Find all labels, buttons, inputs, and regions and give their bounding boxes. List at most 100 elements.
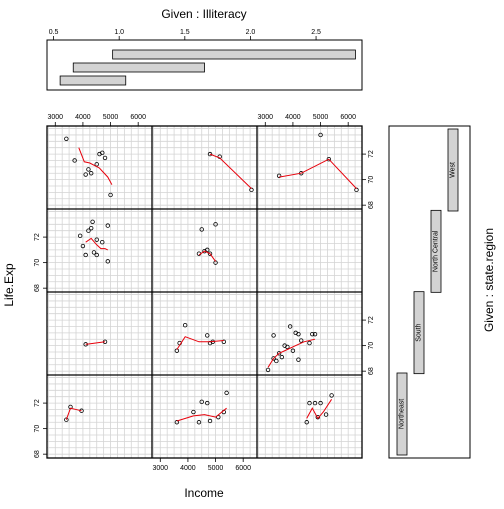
panel-2-1 — [265, 324, 318, 373]
given-illiteracy-panel: 0.5 1.0 1.5 2.0 2.5 — [46, 29, 363, 91]
data-point — [296, 357, 301, 362]
data-point — [86, 228, 91, 233]
data-point — [72, 158, 77, 163]
given-region-label: Given : state.region — [482, 228, 496, 332]
data-point — [323, 412, 329, 417]
data-layer — [64, 132, 359, 425]
y-tick-label: 70 — [368, 342, 375, 350]
y-tick-label: 68 — [368, 367, 375, 375]
data-point — [296, 331, 301, 337]
data-point — [326, 156, 332, 162]
data-point — [274, 358, 279, 364]
smoother-line — [198, 250, 217, 262]
panel-1-3 — [207, 151, 254, 193]
data-point — [86, 167, 91, 172]
grid-layer — [47, 126, 362, 458]
region-bar-label: Northeast — [399, 399, 406, 429]
illiteracy-interval-bar — [72, 62, 205, 73]
y-axis-label: Life.Exp — [2, 263, 16, 307]
x-tick-label: 6000 — [130, 114, 146, 121]
region-bar-3: West — [447, 128, 459, 212]
y-tick-label: 68 — [368, 201, 375, 209]
data-point — [89, 225, 94, 231]
data-point — [199, 399, 204, 405]
smoother-line — [78, 147, 113, 185]
data-point — [196, 420, 202, 425]
smoother-line — [85, 341, 106, 345]
region-bar-label: West — [450, 162, 457, 178]
data-point — [100, 150, 105, 156]
smoother-line — [209, 153, 252, 189]
given-illiteracy-label: Given : Illiteracy — [161, 7, 246, 21]
panel-2-3 — [276, 132, 359, 193]
region-bar — [396, 372, 408, 456]
data-point — [105, 259, 110, 264]
data-point — [199, 227, 204, 232]
y-tick-label: 72 — [34, 399, 41, 407]
data-point — [290, 348, 296, 353]
x-tick-label: 4000 — [75, 114, 91, 121]
smoother-line — [176, 407, 227, 422]
x-tick-label: 3000 — [153, 465, 169, 472]
data-point — [64, 417, 69, 422]
smoother-line — [85, 237, 109, 251]
data-point — [207, 418, 213, 424]
data-point — [271, 333, 276, 338]
panel-1-1 — [174, 323, 227, 353]
axis-layer: 3000 4000 5000 6000 3000 4000 5000 6000 3000 4000… — [34, 114, 375, 472]
x-tick-label: 5000 — [208, 465, 224, 472]
data-point — [91, 250, 97, 255]
y-tick-label: 70 — [368, 176, 375, 184]
data-point — [80, 243, 86, 249]
x-tick-label: 4000 — [180, 465, 196, 472]
data-point — [310, 331, 315, 337]
y-tick-label: 70 — [34, 425, 41, 433]
data-point — [271, 356, 276, 361]
region-bar-label: South — [416, 323, 423, 341]
smoother-line — [306, 399, 333, 420]
data-point — [105, 223, 110, 228]
data-point — [318, 400, 323, 406]
region-bar-1: South — [413, 291, 425, 375]
panel-0-3 — [64, 136, 113, 198]
x-axis-label: Income — [184, 486, 224, 500]
data-point — [213, 222, 218, 227]
x-tick-label: 4000 — [285, 114, 301, 121]
data-point — [307, 340, 312, 346]
y-tick-label: 72 — [368, 316, 375, 324]
region-bar — [447, 128, 459, 212]
data-point — [83, 172, 88, 177]
illiteracy-interval-bar — [59, 75, 127, 86]
data-point — [312, 331, 318, 337]
data-point — [182, 323, 188, 328]
illiteracy-tick-label: 1.0 — [114, 29, 124, 36]
data-point — [312, 400, 318, 406]
x-tick-label: 5000 — [313, 114, 329, 121]
data-point — [89, 171, 94, 176]
x-tick-label: 6000 — [235, 465, 251, 472]
panel-0-1 — [83, 339, 108, 347]
data-point — [100, 239, 105, 245]
data-point — [108, 192, 113, 198]
given-illiteracy-frame — [46, 39, 363, 91]
data-point — [83, 252, 88, 258]
illiteracy-interval-bar — [112, 49, 356, 60]
data-point — [174, 420, 180, 425]
data-point — [205, 247, 210, 253]
smoother-line — [267, 338, 316, 368]
illiteracy-tick-label: 1.5 — [180, 29, 190, 36]
data-point — [224, 390, 229, 396]
region-bar — [413, 291, 425, 375]
data-point — [77, 233, 83, 239]
data-point — [94, 252, 99, 258]
data-point — [207, 151, 213, 157]
region-bar-2: North Central — [430, 209, 442, 293]
data-point — [276, 351, 282, 356]
data-point — [207, 251, 213, 256]
data-point — [318, 132, 323, 138]
region-bar — [430, 209, 442, 293]
x-tick-label: 6000 — [340, 114, 356, 121]
data-point — [307, 400, 312, 406]
panel-1-2 — [196, 222, 218, 265]
